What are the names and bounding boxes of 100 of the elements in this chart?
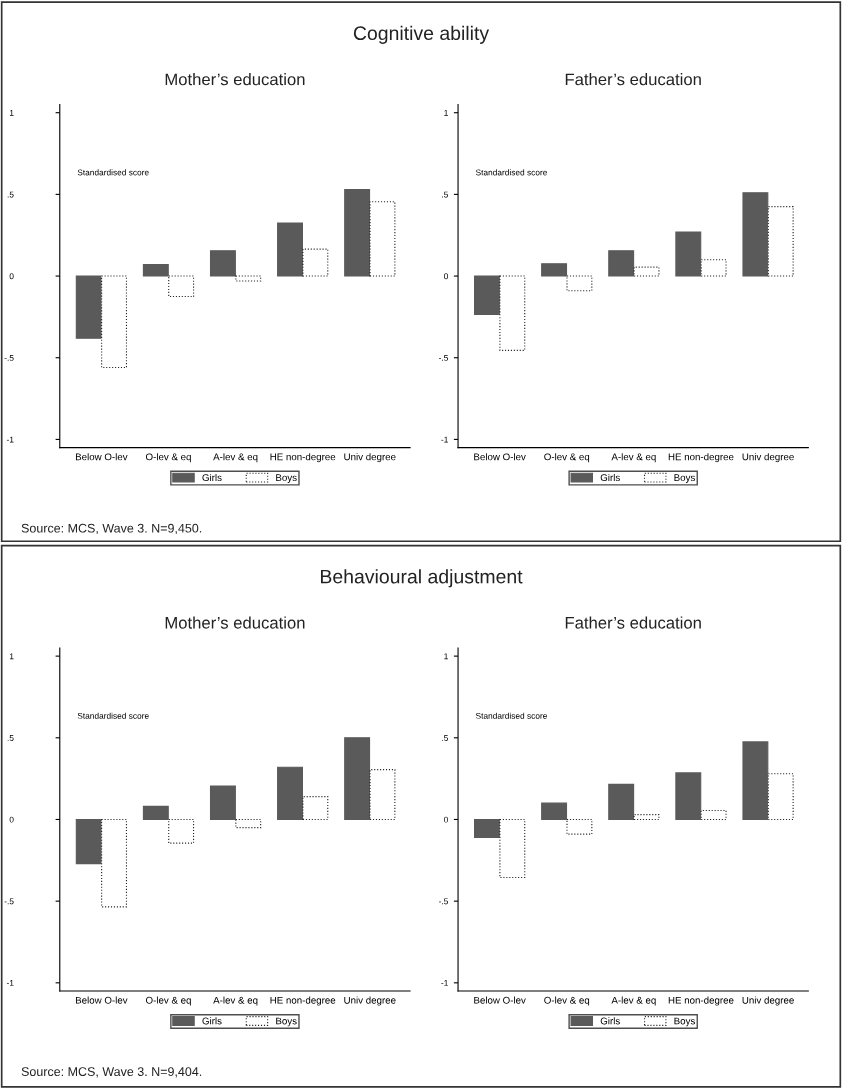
bar bbox=[499, 818, 526, 879]
y-tick-label: -.5 bbox=[4, 898, 14, 905]
y-tick-label: .5 bbox=[442, 735, 448, 741]
y-tick-label: 1 bbox=[444, 653, 448, 660]
bar bbox=[235, 275, 262, 282]
legend-label: Boys bbox=[276, 474, 297, 483]
y-tick-label: 1 bbox=[9, 653, 14, 660]
y-axis-title: Standardised score bbox=[77, 169, 149, 176]
y-tick-label: 1 bbox=[444, 110, 448, 116]
x-tick-label: O-lev & eq bbox=[145, 453, 191, 463]
chart-subtitle: Father’s education bbox=[565, 73, 701, 86]
chart-subtitle: Mother’s education bbox=[165, 73, 305, 86]
x-tick-label: A-lev & eq bbox=[213, 996, 258, 1006]
y-tick-label: -.5 bbox=[438, 898, 448, 905]
source-note: Source: MCS, Wave 3. N=9,404. bbox=[21, 1067, 202, 1078]
y-axis-title: Standardised score bbox=[475, 169, 547, 176]
x-tick-label: HE non-degree bbox=[668, 996, 734, 1006]
x-tick-label: HE non-degree bbox=[270, 996, 336, 1006]
bar bbox=[101, 818, 128, 908]
bar bbox=[209, 250, 236, 277]
bar bbox=[369, 769, 396, 821]
bar bbox=[700, 259, 727, 277]
bar bbox=[302, 796, 329, 821]
bar bbox=[633, 266, 660, 277]
bar bbox=[499, 275, 526, 351]
bar bbox=[541, 263, 568, 277]
y-tick-label: .5 bbox=[7, 191, 14, 198]
x-tick-label: A-lev & eq bbox=[213, 453, 258, 463]
bar bbox=[344, 737, 371, 821]
bar bbox=[767, 773, 794, 821]
x-tick-label: Univ degree bbox=[742, 453, 794, 463]
bar bbox=[302, 248, 329, 277]
bar bbox=[767, 206, 794, 277]
bar bbox=[633, 814, 660, 821]
bar bbox=[277, 766, 303, 821]
y-tick-label: 0 bbox=[444, 816, 448, 823]
legend-label: Girls bbox=[202, 473, 222, 482]
bar bbox=[474, 275, 500, 316]
bar bbox=[75, 818, 102, 865]
bar bbox=[235, 818, 262, 829]
y-tick-label: -1 bbox=[441, 436, 448, 443]
bar bbox=[566, 818, 593, 835]
bar bbox=[142, 805, 169, 821]
chart-title: Cognitive ability bbox=[353, 25, 490, 44]
y-tick-label: .5 bbox=[7, 735, 14, 741]
chart-subtitle: Mother’s education bbox=[165, 616, 305, 629]
bar bbox=[344, 188, 371, 277]
bar bbox=[474, 818, 500, 838]
bar bbox=[675, 772, 702, 821]
x-tick-label: O-lev & eq bbox=[145, 996, 191, 1006]
bar bbox=[168, 818, 195, 844]
y-tick-label: -1 bbox=[6, 436, 14, 443]
x-tick-label: O-lev & eq bbox=[544, 453, 590, 463]
x-tick-label: Below O-lev bbox=[474, 453, 526, 461]
legend-label: Boys bbox=[276, 1017, 297, 1027]
x-tick-label: Below O-lev bbox=[75, 996, 128, 1004]
y-tick-label: 0 bbox=[9, 816, 14, 823]
source-note: Source: MCS, Wave 3. N=9,450. bbox=[21, 523, 202, 535]
bar bbox=[142, 264, 169, 277]
y-axis-title: Standardised score bbox=[475, 712, 547, 719]
legend-label: Girls bbox=[600, 473, 620, 482]
bar bbox=[541, 802, 568, 821]
bar bbox=[209, 785, 236, 821]
y-tick-label: 1 bbox=[9, 110, 14, 116]
x-tick-label: A-lev & eq bbox=[611, 996, 656, 1006]
bar bbox=[608, 783, 635, 821]
y-tick-label: -1 bbox=[441, 980, 448, 986]
bar bbox=[168, 275, 195, 298]
x-tick-label: HE non-degree bbox=[270, 453, 336, 463]
chart-title: Behavioural adjustment bbox=[321, 569, 523, 588]
y-tick-label: -.5 bbox=[438, 355, 448, 361]
bar bbox=[675, 231, 702, 277]
bar bbox=[566, 275, 593, 292]
bar bbox=[742, 192, 769, 277]
bar bbox=[608, 250, 635, 277]
x-tick-label: Univ degree bbox=[742, 996, 794, 1006]
bar bbox=[369, 201, 396, 277]
y-tick-label: -1 bbox=[6, 980, 14, 986]
x-tick-label: HE non-degree bbox=[668, 453, 734, 463]
bar bbox=[277, 222, 303, 277]
legend-label: Girls bbox=[202, 1017, 222, 1025]
legend-label: Girls bbox=[600, 1017, 620, 1025]
x-tick-label: Univ degree bbox=[344, 453, 396, 463]
y-tick-label: -.5 bbox=[4, 355, 14, 361]
bar bbox=[742, 741, 769, 821]
bar bbox=[700, 809, 727, 821]
x-tick-label: O-lev & eq bbox=[544, 996, 590, 1006]
y-tick-label: 0 bbox=[9, 273, 14, 280]
legend-label: Boys bbox=[674, 1017, 695, 1027]
x-tick-label: Univ degree bbox=[344, 996, 396, 1006]
bar bbox=[101, 275, 128, 369]
x-tick-label: Below O-lev bbox=[75, 453, 128, 461]
x-tick-label: Below O-lev bbox=[474, 996, 526, 1004]
bar bbox=[75, 275, 102, 339]
y-tick-label: .5 bbox=[442, 191, 448, 198]
y-axis-title: Standardised score bbox=[77, 712, 149, 719]
y-tick-label: 0 bbox=[444, 273, 448, 280]
chart-subtitle: Father’s education bbox=[565, 616, 701, 629]
legend-label: Boys bbox=[674, 474, 695, 483]
x-tick-label: A-lev & eq bbox=[611, 453, 656, 463]
